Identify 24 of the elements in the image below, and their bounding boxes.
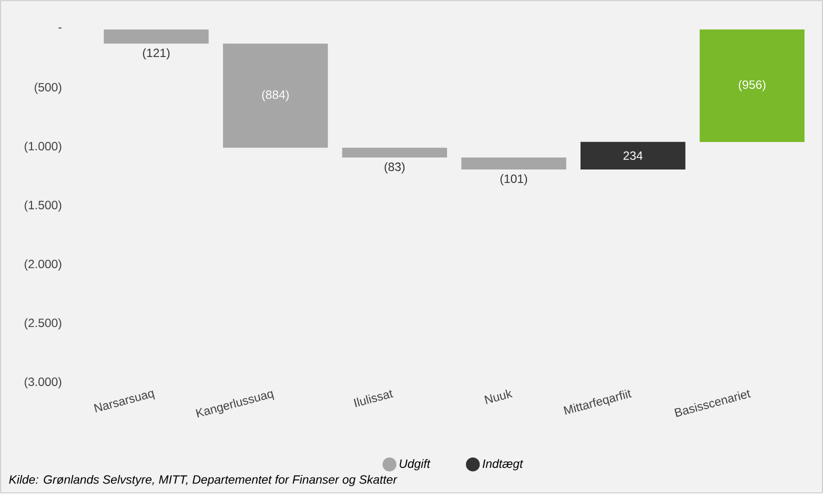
- legend-label: Indtægt: [482, 459, 524, 471]
- text: Kilde: Grønlands Selvstyre, MITT, Departementet for Finanser og Skatter: [9, 475, 398, 486]
- bar: [222, 44, 328, 148]
- bar: [700, 30, 805, 142]
- bar: [461, 158, 566, 170]
- data-label: (83): [384, 162, 405, 174]
- data-label: (884): [262, 90, 289, 102]
- data-label: (121): [142, 48, 170, 60]
- y-tick-label: (2.000): [24, 260, 62, 271]
- data-label: 234: [624, 152, 643, 160]
- bar: [342, 148, 448, 158]
- y-tick-label: (2.500): [24, 318, 62, 330]
- x-tick-label: Ilulissat: [354, 390, 394, 408]
- y-tick-label: (500): [34, 82, 62, 94]
- bar: [580, 142, 686, 170]
- x-tick-label: Nuuk: [484, 390, 513, 404]
- legend-label: Udgift: [400, 459, 431, 471]
- data-label: (956): [738, 80, 766, 92]
- y-tick-label: (1.000): [24, 142, 62, 153]
- y-tick-label: (1.500): [24, 200, 62, 212]
- y-tick-label: -: [58, 28, 62, 29]
- data-label: (101): [500, 174, 528, 186]
- y-tick-label: (3.000): [24, 377, 62, 389]
- bar: [104, 30, 209, 44]
